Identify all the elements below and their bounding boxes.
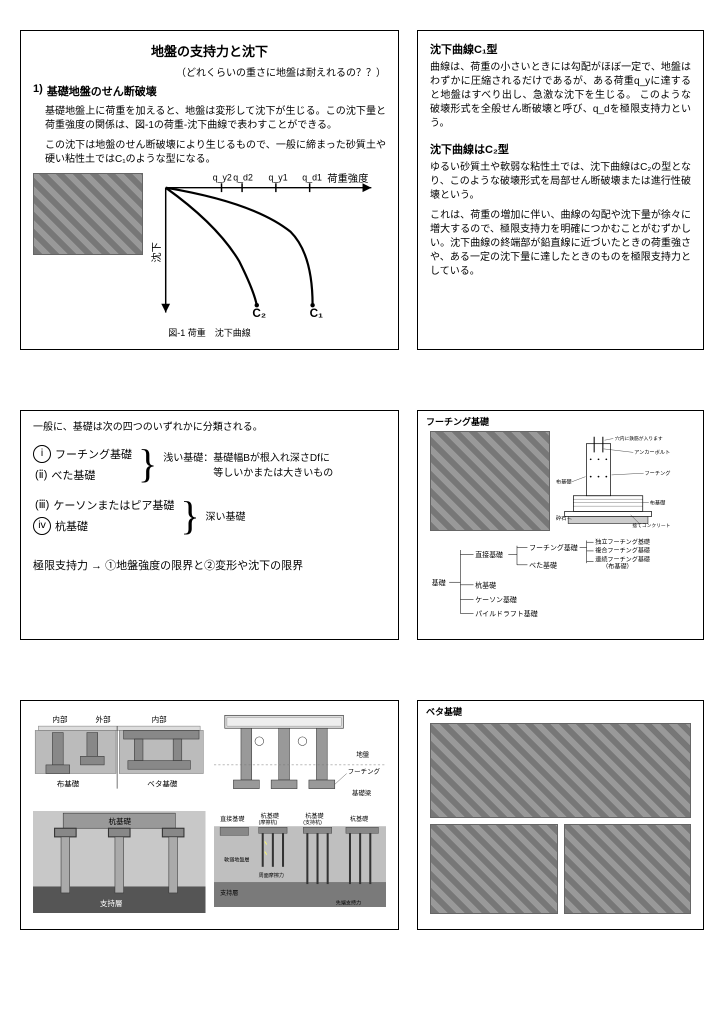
panel2-p2: ゆるい砂質土や軟弱な粘性土では、沈下曲線はC₂の型となり、このような破壊形式を局… — [430, 161, 691, 203]
svg-text:外部: 外部 — [96, 714, 112, 724]
svg-text:砕石: 砕石 — [556, 514, 566, 522]
svg-text:軟弱地盤層: 軟弱地盤層 — [224, 856, 249, 863]
svg-text:独立フーチング基礎: 独立フーチング基礎 — [595, 538, 650, 546]
shallow-note: 浅い基礎：基礎幅Bが根入れ深さDfに 等しいかまたは大きいもの — [163, 449, 333, 479]
svg-text:周面摩擦力: 周面摩擦力 — [258, 872, 283, 879]
panel2-h1: 沈下曲線C₁型 — [430, 41, 691, 57]
foundation-tree: 基礎 直接基礎 フーチング基礎 独立フーチング基礎 複合フーチング基礎 連続フー… — [430, 537, 691, 620]
brace-deep: } — [180, 506, 199, 526]
panel3-footer: 極限支持力 → ①地盤強度の限界と②変形や沈下の限界 — [33, 557, 386, 573]
svg-text:(摩擦杭): (摩擦杭) — [258, 819, 277, 826]
nuno-beta-section: 内部 外部 内部 布基礎 ベタ基礎 — [33, 711, 206, 803]
svg-text:複合フーチング基礎: 複合フーチング基礎 — [595, 547, 650, 555]
svg-text:基礎: 基礎 — [432, 578, 446, 587]
panel1-p1: 基礎地盤上に荷重を加えると、地盤は変形して沈下が生じる。この沈下量と荷重強度の関… — [45, 105, 386, 133]
sec1-num: 1) — [33, 83, 43, 99]
pile-foundation-section: 杭基礎 支持層 — [33, 811, 206, 913]
svg-text:べた基礎: べた基礎 — [529, 560, 557, 569]
svg-text:布基礎: 布基礎 — [556, 477, 572, 485]
panel2-h2: 沈下曲線はC₂型 — [430, 141, 691, 157]
panel-4-footing-foundation: フーチング基礎 穴内に鉄筋が入ります アン — [417, 410, 704, 640]
svg-text:杭基礎: 杭基礎 — [260, 812, 278, 820]
svg-text:支持層: 支持層 — [100, 897, 123, 907]
sec1-title: 基礎地盤のせん断破壊 — [47, 83, 157, 99]
panel3-intro: 一般に、基礎は次の四つのいずれかに分類される。 — [33, 421, 386, 435]
site-photo-1 — [33, 173, 143, 255]
deep-note: 深い基礎 — [206, 508, 246, 523]
svg-text:布基礎: 布基礎 — [57, 778, 80, 788]
svg-text:フーチング基礎: フーチング基礎 — [529, 543, 578, 552]
mat-photo-2 — [430, 824, 557, 914]
mat-photo-1 — [430, 723, 691, 818]
panel1-p2: この沈下は地盤のせん断破壊により生じるもので、一般に締まった砂質土や硬い粘性土で… — [45, 139, 386, 167]
circle-i: ⅰ — [33, 445, 51, 463]
svg-text:杭基礎: 杭基礎 — [350, 815, 368, 823]
svg-text:(支持杭): (支持杭) — [303, 819, 322, 826]
svg-text:直接基礎: 直接基礎 — [475, 550, 503, 559]
mat-photo-3 — [564, 824, 691, 914]
svg-text:アンカーボルト: アンカーボルト — [634, 448, 670, 456]
mat-photos — [430, 723, 691, 914]
panel1-title: 地盤の支持力と沈下 — [33, 41, 386, 60]
c1-label: C₁ — [310, 307, 323, 320]
label-qy1: q_y1 — [269, 173, 288, 182]
rebar-photo — [430, 431, 550, 531]
svg-text:内部: 内部 — [152, 714, 168, 724]
footing-figure: 穴内に鉄筋が入ります アンカーボルト フーチング 布基礎 布基礎 砕石 捨てコン… — [430, 431, 691, 531]
panel-6-mat-foundation: ベタ基礎 — [417, 700, 704, 930]
svg-text:穴内に鉄筋が入ります: 穴内に鉄筋が入ります — [615, 435, 663, 442]
footing-on-ground: 地盤 フーチング 基礎梁 — [214, 711, 387, 803]
svg-text:パイルドラフト基礎: パイルドラフト基礎 — [475, 609, 538, 618]
svg-text:地盤: 地盤 — [356, 749, 369, 758]
panel-3-foundation-types: 一般に、基礎は次の四つのいずれかに分類される。 ⅰ フーチング基礎 (ⅱ) べた… — [20, 410, 399, 640]
load-settlement-curve: q_y2 q_d2 q_y1 q_d1 荷重強度 沈下 C₂ C₁ — [151, 173, 386, 320]
svg-text:先端支持力: 先端支持力 — [335, 899, 360, 906]
panel-5-comparison-diagrams: 内部 外部 内部 布基礎 ベタ基礎 — [20, 700, 399, 930]
svg-text:内部: 内部 — [52, 714, 68, 724]
panel6-label: ベタ基礎 — [426, 705, 462, 718]
svg-text:連続フーチング基礎: 連続フーチング基礎 — [595, 555, 650, 563]
svg-text:（布基礎）: （布基礎） — [602, 562, 632, 570]
svg-text:布基礎: 布基礎 — [650, 498, 666, 506]
svg-text:直接基礎: 直接基礎 — [220, 815, 244, 823]
svg-text:フーチング: フーチング — [645, 469, 671, 477]
pile-types-compare: 直接基礎 杭基礎 (摩擦杭) 杭基礎 (支持杭) 杭基礎 — [214, 811, 387, 907]
fig1-caption: 図-1 荷重 沈下曲線 — [33, 326, 386, 339]
x-axis-label: 荷重強度 — [327, 173, 368, 185]
label-qd2: q_d2 — [233, 173, 253, 182]
curve-figure-box: q_y2 q_d2 q_y1 q_d1 荷重強度 沈下 C₂ C₁ — [33, 173, 386, 320]
panel4-label: フーチング基礎 — [426, 415, 489, 428]
svg-text:フーチング: フーチング — [347, 766, 380, 775]
item-footing: ⅰ フーチング基礎 — [33, 445, 132, 463]
brace-shallow: } — [138, 454, 157, 474]
svg-text:基礎梁: 基礎梁 — [352, 788, 372, 797]
row-2: 一般に、基礎は次の四つのいずれかに分類される。 ⅰ フーチング基礎 (ⅱ) べた… — [20, 410, 704, 640]
circle-iv: ⅳ — [33, 517, 51, 535]
label-qd1: q_d1 — [302, 173, 322, 182]
svg-text:ケーソン基礎: ケーソン基礎 — [475, 595, 517, 604]
label-qy2: q_y2 — [213, 173, 232, 182]
svg-text:杭基礎: 杭基礎 — [108, 815, 131, 825]
svg-text:杭基礎: 杭基礎 — [305, 812, 323, 820]
panel2-p1: 曲線は、荷重の小さいときには勾配がほぼ一定で、地盤はわずかに圧縮されるだけである… — [430, 61, 691, 131]
footing-section-svg: 穴内に鉄筋が入ります アンカーボルト フーチング 布基礎 布基礎 砕石 捨てコン… — [556, 431, 677, 531]
panel1-subtitle: （どれくらいの重さに地盤は耐えれるの？？） — [33, 64, 386, 79]
c2-label: C₂ — [252, 307, 266, 320]
svg-text:ベタ基礎: ベタ基礎 — [147, 778, 178, 788]
svg-text:支持層: 支持層 — [220, 889, 238, 897]
item-mat: (ⅱ) べた基礎 — [33, 467, 132, 483]
y-axis-label: 沈下 — [151, 242, 163, 263]
panel-2-settlement-curves: 沈下曲線C₁型 曲線は、荷重の小さいときには勾配がほぼ一定で、地盤はわずかに圧縮… — [417, 30, 704, 350]
panel2-p3: これは、荷重の増加に伴い、曲線の勾配や沈下量が徐々に増大するので、極限支持力を明… — [430, 209, 691, 279]
svg-text:杭基礎: 杭基礎 — [475, 580, 496, 589]
item-pile: ⅳ 杭基礎 — [33, 517, 174, 535]
row-1: 地盤の支持力と沈下 （どれくらいの重さに地盤は耐えれるの？？） 1) 基礎地盤の… — [20, 30, 704, 350]
item-caisson: (ⅲ) ケーソンまたはピア基礎 — [33, 497, 174, 513]
row-3: 内部 外部 内部 布基礎 ベタ基礎 — [20, 700, 704, 930]
panel-1-ground-bearing: 地盤の支持力と沈下 （どれくらいの重さに地盤は耐えれるの？？） 1) 基礎地盤の… — [20, 30, 399, 350]
